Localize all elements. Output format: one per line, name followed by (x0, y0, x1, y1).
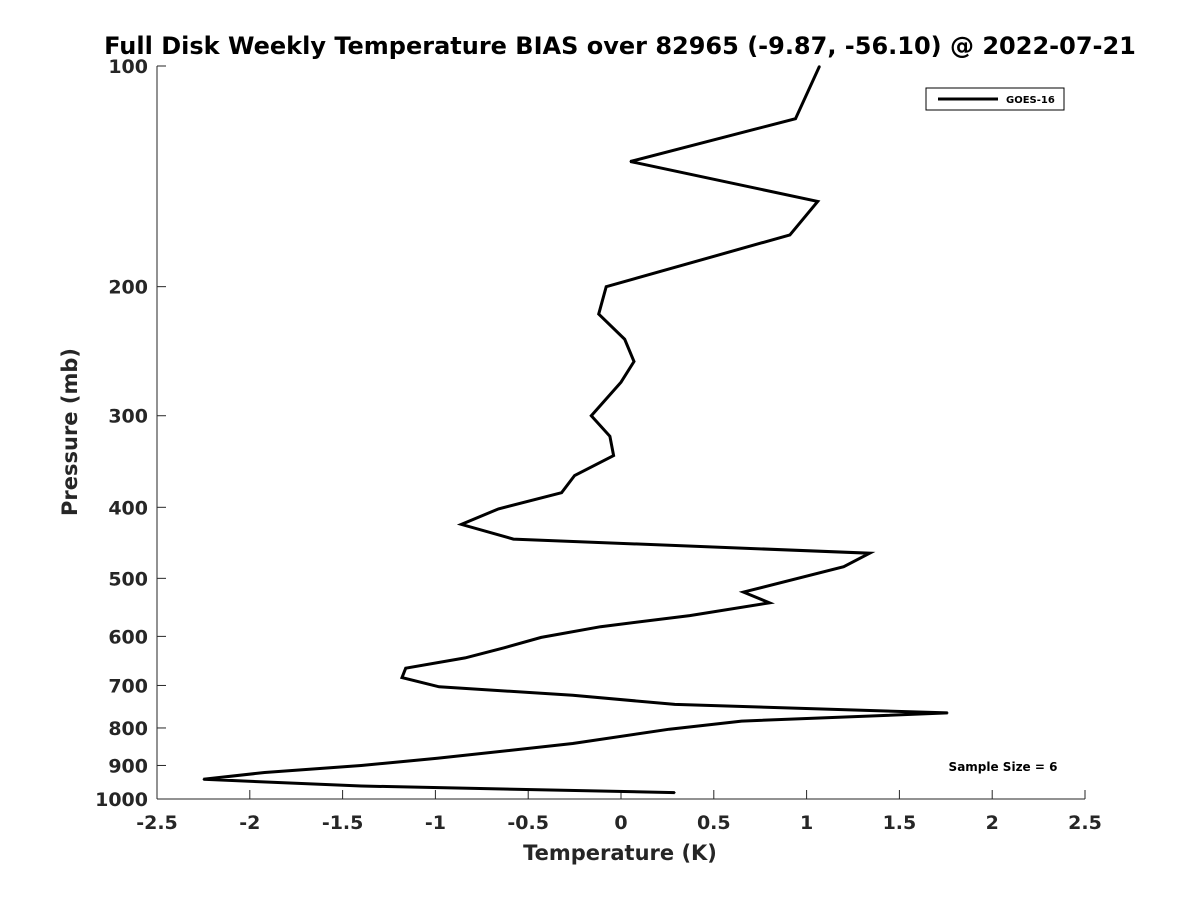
data-point (360, 785, 363, 787)
data-point (404, 667, 407, 669)
data-point (560, 491, 563, 494)
x-tick-labels: -2.5 -2 -1.5 -1 -0.5 0 0.5 1 1.5 2 2.5 (136, 812, 1102, 834)
data-point (540, 636, 542, 639)
data-point (768, 602, 771, 604)
sample-size-annotation: Sample Size = 6 (949, 760, 1058, 774)
y-tick-label: 1000 (95, 789, 148, 811)
y-tick-label: 900 (108, 755, 148, 777)
data-point (573, 474, 576, 477)
series-line-goes-16 (203, 65, 948, 795)
chart-title: Full Disk Weekly Temperature BIAS over 8… (104, 32, 1136, 60)
data-point (816, 200, 819, 203)
x-tick-label: -0.5 (507, 812, 549, 834)
data-point (740, 720, 743, 722)
data-point (668, 728, 671, 730)
series-layer (202, 65, 949, 795)
legend-entry-label: GOES-16 (1006, 95, 1055, 106)
x-tick-label: -2 (239, 812, 260, 834)
data-point (464, 657, 466, 659)
y-tick-label: 800 (108, 718, 148, 740)
data-point (503, 647, 505, 649)
data-point (438, 686, 440, 688)
data-point (360, 764, 363, 767)
data-point (605, 285, 607, 288)
data-point (868, 552, 871, 554)
data-point (263, 771, 266, 774)
data-point (623, 338, 626, 341)
data-point (946, 712, 949, 714)
data-point (818, 65, 821, 67)
x-tick-label: 2 (986, 812, 999, 834)
x-tick-label: 1 (800, 812, 813, 834)
x-tick-label: 2.5 (1068, 812, 1102, 834)
y-tick-label: 500 (108, 568, 148, 590)
x-tick-label: -2.5 (136, 812, 178, 834)
plot-axes (156, 65, 1086, 800)
legend: GOES-16 (925, 87, 1065, 111)
data-point (599, 625, 602, 628)
data-point (742, 591, 745, 593)
data-point (609, 435, 611, 438)
data-point (571, 742, 574, 745)
x-tick-label: -1.5 (322, 812, 364, 834)
data-point (436, 757, 439, 760)
data-point (597, 313, 600, 315)
data-point (590, 414, 593, 417)
data-point (571, 694, 574, 697)
data-point (401, 676, 403, 679)
data-point (620, 381, 622, 384)
data-point (794, 117, 797, 120)
data-point (629, 160, 632, 163)
y-tick-label: 700 (108, 675, 148, 697)
data-point (674, 791, 676, 794)
x-tick-label: -1 (425, 812, 446, 834)
data-point (789, 234, 791, 236)
y-tick-label: 600 (108, 626, 148, 648)
data-point (842, 565, 845, 568)
data-point (512, 538, 515, 540)
x-tick-label: 1.5 (883, 812, 917, 834)
y-tick-label: 200 (108, 277, 148, 299)
data-point (674, 703, 676, 706)
x-tick-label: 0 (614, 812, 627, 834)
x-tick-label: 0.5 (697, 812, 731, 834)
y-tick-label: 300 (108, 406, 148, 428)
data-point (633, 360, 635, 363)
data-point (460, 523, 463, 526)
data-point (497, 508, 500, 510)
data-point (612, 454, 615, 457)
y-axis-label: Pressure (mb) (58, 348, 82, 516)
data-point (202, 778, 205, 781)
y-tick-labels: 100 200 300 400 500 600 700 800 900 1000 (95, 56, 148, 811)
x-axis-label: Temperature (K) (523, 841, 717, 865)
y-tick-label: 100 (108, 56, 148, 78)
data-point (688, 614, 691, 617)
y-tick-label: 400 (108, 497, 148, 519)
